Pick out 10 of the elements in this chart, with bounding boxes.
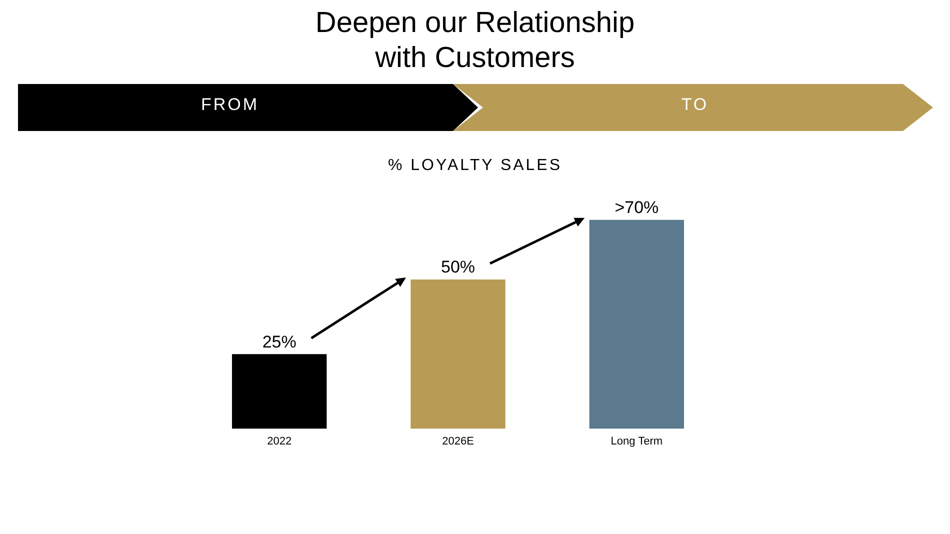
x-tick-label: 2022 bbox=[267, 435, 292, 448]
chart-subtitle: % LOYALTY SALES bbox=[386, 157, 564, 175]
x-tick-label: Long Term bbox=[610, 435, 663, 448]
data-label: 25% bbox=[262, 332, 296, 352]
x-tick-label: 2026E bbox=[442, 435, 474, 448]
text: FROM bbox=[200, 95, 260, 115]
data-label: >70% bbox=[614, 198, 659, 218]
text: TO bbox=[680, 95, 710, 115]
chart-title: Deepen our Relationship with Customers bbox=[314, 6, 636, 76]
data-label: 50% bbox=[440, 258, 476, 277]
